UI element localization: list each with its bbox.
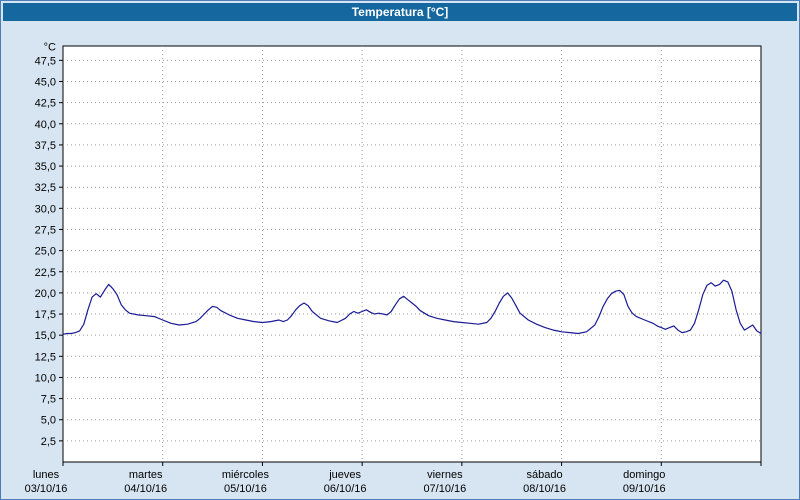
x-day-label: sábado	[527, 469, 563, 481]
temperature-series-line	[62, 279, 762, 335]
x-day-label: martes	[129, 469, 163, 481]
x-day-label: lunes	[33, 469, 60, 481]
y-tick-label: 40,0	[35, 119, 56, 131]
plot-area	[62, 45, 762, 463]
y-tick-label: 35,0	[35, 161, 56, 173]
x-date-label: 08/10/16	[523, 483, 566, 495]
x-date-label: 09/10/16	[623, 483, 666, 495]
chart-title: Temperatura [°C]	[351, 5, 449, 19]
y-tick-label: 10,0	[35, 372, 56, 384]
y-tick-label: 25,0	[35, 246, 56, 258]
x-day-label: miércoles	[222, 469, 270, 481]
y-tick-label: 20,0	[35, 288, 56, 300]
y-tick-label: 2,5	[41, 436, 56, 448]
y-tick-label: 47,5	[35, 55, 56, 67]
x-day-label: domingo	[623, 469, 665, 481]
y-tick-label: 32,5	[35, 182, 56, 194]
x-date-label: 04/10/16	[124, 483, 167, 495]
x-day-label: jueves	[328, 469, 361, 481]
y-tick-label: 42,5	[35, 98, 56, 110]
x-date-label: 06/10/16	[324, 483, 367, 495]
y-tick-label: 5,0	[41, 415, 56, 427]
y-tick-label: 30,0	[35, 203, 56, 215]
y-axis-unit-label: °C	[44, 41, 56, 53]
y-tick-label: 45,0	[35, 77, 56, 89]
y-tick-label: 7,5	[41, 394, 56, 406]
y-tick-label: 17,5	[35, 309, 56, 321]
y-tick-label: 27,5	[35, 224, 56, 236]
y-tick-label: 22,5	[35, 267, 56, 279]
x-date-label: 07/10/16	[423, 483, 466, 495]
y-tick-label: 15,0	[35, 330, 56, 342]
x-date-label: 03/10/16	[25, 483, 68, 495]
y-tick-label: 37,5	[35, 140, 56, 152]
x-date-label: 05/10/16	[224, 483, 267, 495]
chart-title-bar: Temperatura [°C]	[3, 3, 797, 21]
x-day-label: viernes	[427, 469, 463, 481]
y-tick-label: 12,5	[35, 351, 56, 363]
